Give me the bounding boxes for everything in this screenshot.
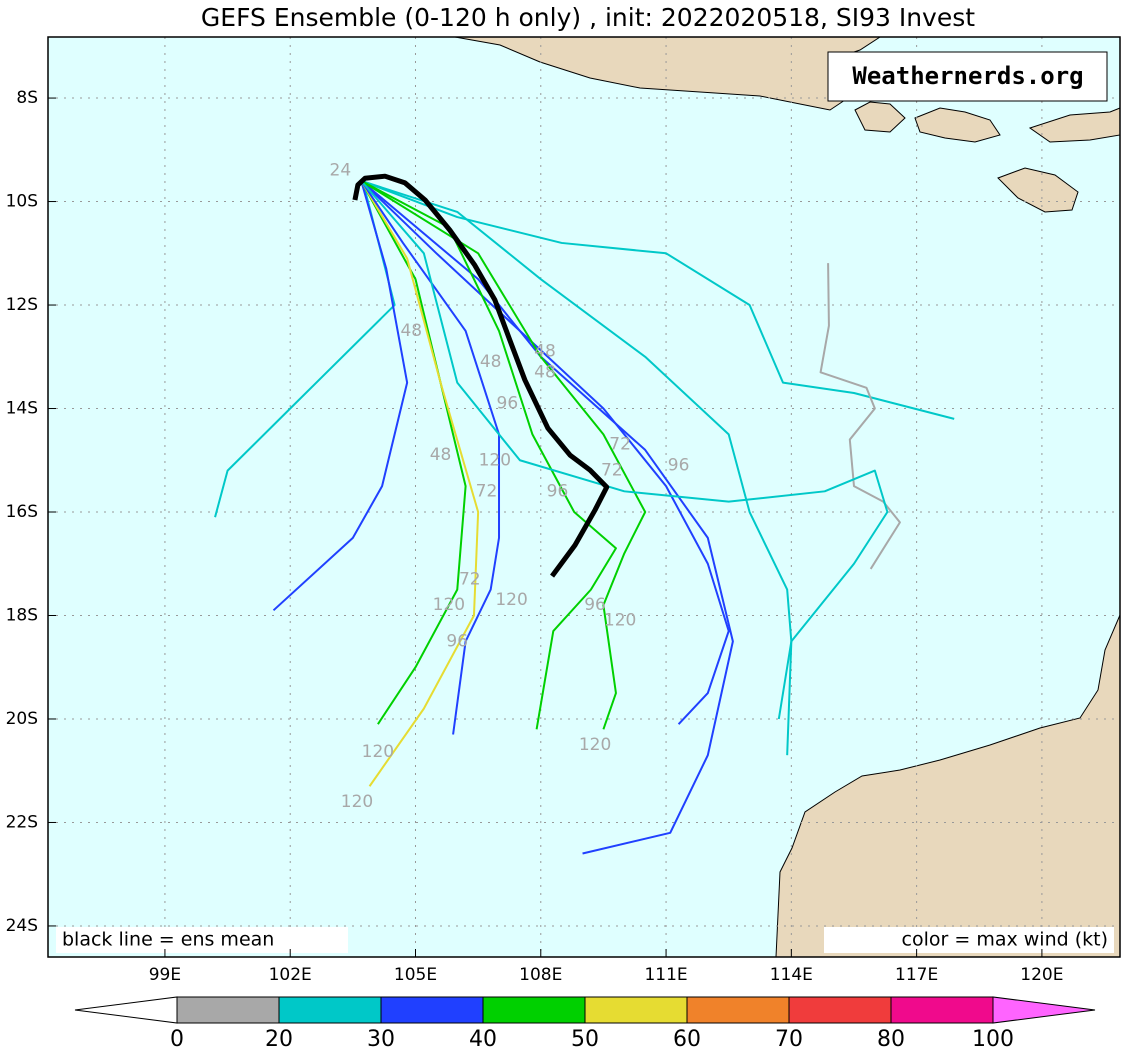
x-tick-label: 99E [149, 965, 181, 985]
frame [47, 36, 1121, 958]
member-track [360, 179, 955, 420]
colorbar-label: 50 [571, 1027, 599, 1052]
hour-label: 72 [601, 461, 623, 481]
member-track [360, 179, 793, 756]
colorbar-label: 60 [673, 1027, 701, 1052]
hour-label: 120 [433, 595, 465, 615]
hour-label: 96 [547, 481, 569, 501]
y-tick-label: 14S [6, 399, 38, 419]
colorbar-over [992, 996, 1096, 1024]
member-track [819, 263, 901, 570]
map-title: GEFS Ensemble (0-120 h only) , init: 202… [201, 3, 975, 32]
hour-label: 72 [476, 481, 498, 501]
member-track [360, 180, 501, 735]
hour-label: 48 [534, 362, 556, 382]
hour-label: 96 [497, 393, 519, 413]
y-tick-label: 16S [6, 502, 38, 522]
colorbar: 0 20 30 40 50 60 70 80 100 [74, 996, 1096, 1052]
x-tick-label: 120E [1020, 965, 1063, 985]
hour-label: 72 [609, 435, 631, 455]
colorbar-label: 70 [775, 1027, 803, 1052]
hour-label: 96 [584, 595, 606, 615]
colorbar-swatch [686, 996, 790, 1024]
member-track [360, 180, 467, 725]
colorbar-swatch [890, 996, 994, 1024]
tracks [214, 173, 955, 855]
x-tick-label: 108E [519, 965, 562, 985]
hour-label: 120 [604, 611, 636, 631]
y-tick-label: 24S [6, 916, 38, 936]
sumba [997, 167, 1079, 213]
x-tick-label: 114E [770, 965, 813, 985]
hour-label: 120 [362, 742, 394, 762]
member-track [272, 180, 409, 612]
hour-label: 96 [446, 631, 468, 651]
x-tick-label: 111E [644, 965, 687, 985]
colorbar-swatch [380, 996, 484, 1024]
hour-label: 48 [534, 342, 556, 362]
colorbar-swatch [584, 996, 688, 1024]
y-tick-label: 12S [6, 295, 38, 315]
note-box [56, 927, 348, 953]
note-box [824, 927, 1114, 953]
hour-label: 120 [495, 590, 527, 610]
x-tick-label: 105E [394, 965, 437, 985]
colorbar-swatch [176, 996, 280, 1024]
hour-label: 120 [341, 792, 373, 812]
watermark-box [827, 51, 1108, 102]
watermark: Weathernerds.org [852, 62, 1083, 90]
colorbar-label: 40 [469, 1027, 497, 1052]
member-track [360, 180, 889, 720]
island [854, 101, 906, 133]
colorbar-label: 100 [972, 1027, 1014, 1052]
member-track [360, 180, 730, 725]
note-right: color = max wind (kt) [902, 929, 1108, 951]
hour-label: 120 [579, 735, 611, 755]
hour-label: 48 [480, 352, 502, 372]
colorbar-swatch [482, 996, 586, 1024]
x-tick-label: 102E [269, 965, 312, 985]
mean-track [352, 173, 610, 578]
y-tick-label: 20S [6, 709, 38, 729]
y-tick-label: 18S [6, 605, 38, 625]
hour-labels: 1201201201209612096120727212048484896727… [330, 160, 690, 811]
colorbar-under [74, 996, 178, 1024]
australia [775, 614, 1121, 958]
member-track [360, 180, 480, 787]
member-track [360, 179, 647, 730]
hour-label: 24 [330, 160, 352, 180]
member-track [360, 179, 617, 730]
y-tick-label: 22S [6, 812, 38, 832]
colorbar-label: 0 [170, 1027, 184, 1052]
hour-label: 96 [668, 455, 690, 475]
colorbar-swatch [278, 996, 382, 1024]
hour-label: 48 [400, 321, 422, 341]
colorbar-label: 80 [877, 1027, 905, 1052]
y-tick-label: 10S [6, 192, 38, 212]
x-tick-label: 117E [895, 965, 938, 985]
hour-label: 72 [459, 569, 481, 589]
hour-label: 48 [430, 445, 452, 465]
note-left: black line = ens mean [62, 929, 274, 951]
colorbar-label: 20 [265, 1027, 293, 1052]
colorbar-label: 30 [367, 1027, 395, 1052]
hour-label: 120 [479, 450, 511, 470]
island [914, 107, 1001, 143]
y-tick-label: 8S [16, 88, 38, 108]
colorbar-swatch [788, 996, 892, 1024]
